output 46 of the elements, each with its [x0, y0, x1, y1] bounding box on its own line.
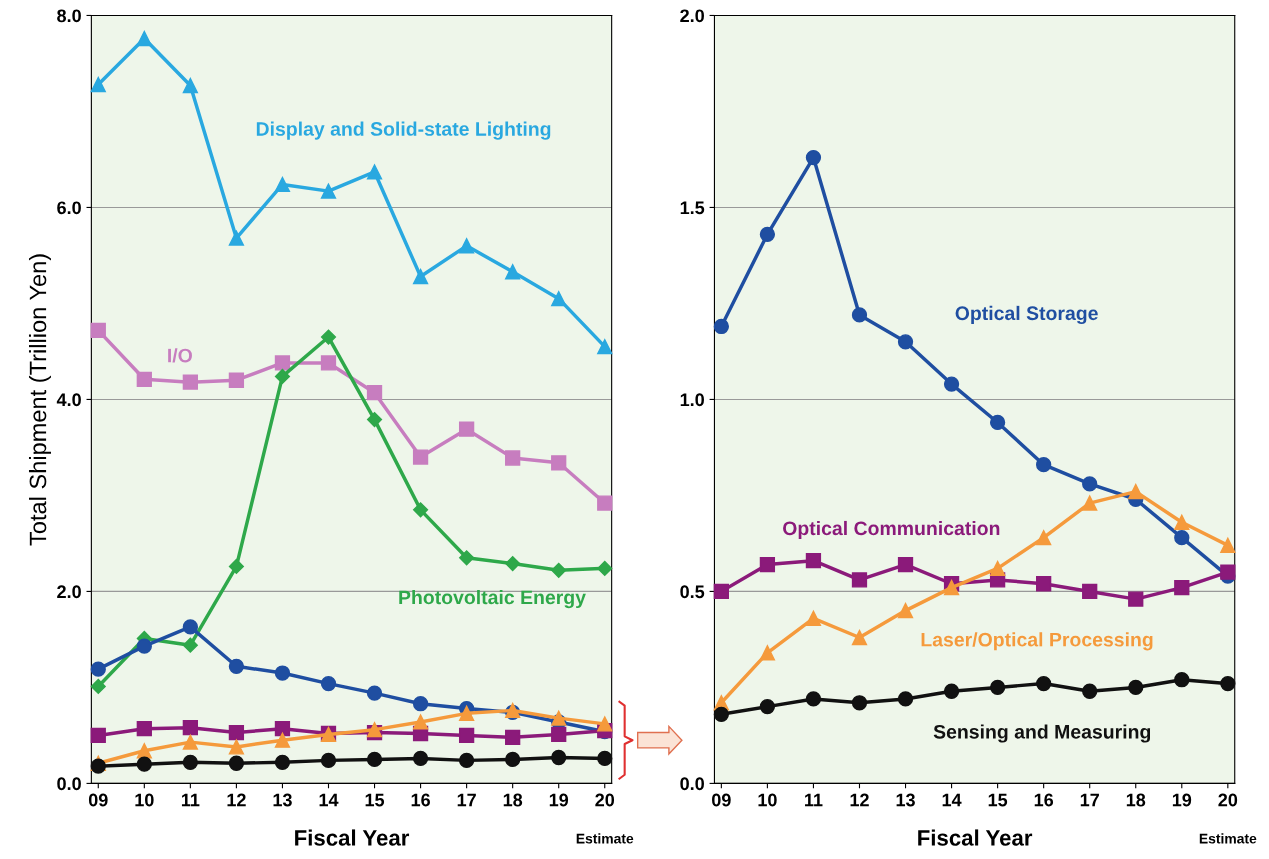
y-tick-label: 2.0	[680, 9, 704, 23]
x-tick-label: 19	[549, 793, 569, 807]
x-tick-label: 12	[227, 793, 246, 807]
y-tick-label: 8.0	[57, 9, 81, 23]
y-tick-label: 4.0	[56, 393, 81, 407]
y-tick-label: 1.5	[680, 201, 705, 215]
x-tick-label: 09	[712, 793, 731, 807]
y-tick-label: 0.0	[680, 777, 704, 791]
x-tick-label: 09	[88, 793, 108, 807]
series-label: Laser/Optical Processing	[921, 632, 1153, 651]
x-tick-label: 17	[1080, 793, 1099, 807]
x-axis-title: Fiscal Year	[295, 829, 410, 846]
x-axis-title: Fiscal Year	[918, 829, 1033, 846]
x-tick-label: 13	[896, 793, 915, 807]
x-tick-label: 19	[1172, 793, 1192, 807]
x-tick-label: 15	[365, 793, 385, 807]
y-tick-label: 6.0	[57, 201, 81, 215]
x-tick-label: 10	[758, 793, 777, 807]
y-tick-label: 0.5	[680, 585, 705, 599]
series-label: Photovoltaic Energy	[399, 590, 586, 609]
x-tick-label: 18	[503, 793, 523, 807]
y-tick-label: 1.0	[680, 393, 704, 407]
x-tick-label: 11	[805, 793, 823, 807]
x-tick-label: 16	[1034, 793, 1054, 807]
series-label: I/O	[168, 348, 192, 363]
text: Estimate	[576, 833, 634, 844]
x-tick-label: 14	[942, 793, 962, 807]
y-axis-title: Total Shipment (Trillion Yen)	[28, 254, 51, 546]
x-tick-label: 15	[988, 793, 1008, 807]
x-tick-label: 20	[595, 793, 615, 807]
text: Optical Storage	[955, 305, 1098, 325]
x-tick-label: 18	[1126, 793, 1146, 807]
series-label: Sensing and Measuring	[933, 724, 1151, 743]
series-label: Optical Communication	[783, 520, 1000, 540]
x-tick-label: 20	[1218, 793, 1238, 807]
x-tick-label: 11	[181, 793, 200, 807]
x-tick-label: 10	[135, 793, 154, 807]
x-tick-label: 17	[457, 793, 476, 807]
x-tick-label: 14	[319, 793, 339, 807]
y-tick-label: 0.0	[57, 777, 81, 791]
text: Estimate	[1199, 833, 1257, 844]
x-tick-label: 13	[273, 793, 292, 807]
text: Display and Solid-state Lighting	[256, 121, 551, 140]
x-tick-label: 16	[411, 793, 430, 807]
y-tick-label: 2.0	[57, 585, 81, 599]
x-tick-label: 12	[850, 793, 869, 807]
